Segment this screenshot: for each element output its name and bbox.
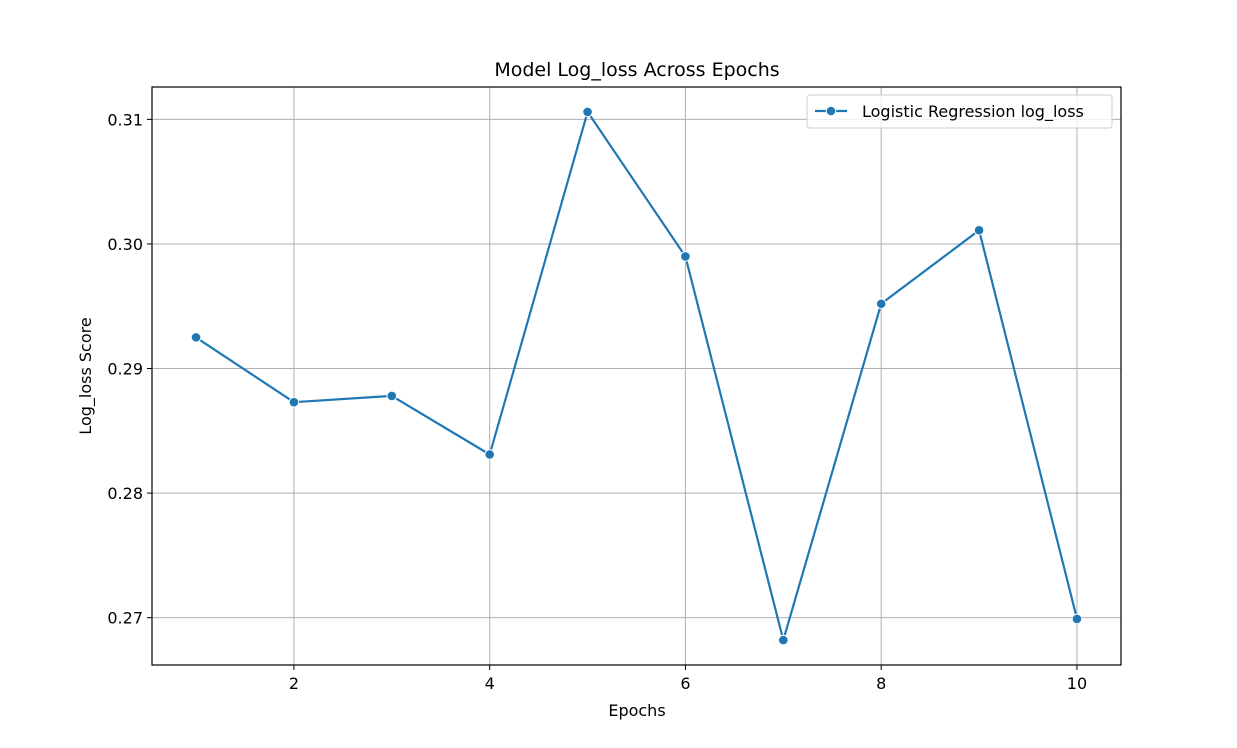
data-point (1071, 613, 1083, 625)
data-point (973, 224, 985, 236)
x-tick-label: 2 (289, 674, 299, 693)
data-point (680, 251, 691, 262)
legend-box (806, 94, 1113, 129)
x-axis-ticks: 2 4 6 8 10 (289, 665, 1087, 693)
data-point (190, 332, 202, 343)
x-tick-label: 10 (1067, 674, 1087, 693)
legend: Logistic Regression log_loss (806, 94, 1113, 129)
plot-frame (151, 86, 1122, 666)
x-axis-label: Epochs (608, 701, 665, 720)
y-axis-ticks: 0.27 0.28 0.29 0.30 0.31 (107, 110, 152, 628)
chart-title: Model Log_loss Across Epochs (494, 59, 779, 81)
data-point (386, 390, 398, 402)
data-point (484, 449, 495, 460)
x-tick-label: 6 (680, 674, 690, 693)
data-point (288, 396, 300, 408)
x-tick-label: 4 (485, 674, 495, 693)
y-tick-label: 0.27 (107, 609, 143, 628)
series-layer (190, 106, 1083, 646)
y-tick-label: 0.31 (107, 110, 143, 129)
data-point (582, 106, 593, 118)
legend-point-marker (825, 105, 837, 117)
legend-label: Logistic Regression log_loss (862, 102, 1084, 122)
x-tick-label: 8 (876, 674, 886, 693)
y-tick-label: 0.29 (107, 360, 143, 379)
y-tick-label: 0.28 (107, 484, 143, 503)
y-axis-label: Log_loss Score (76, 317, 96, 434)
data-point (778, 634, 789, 646)
y-tick-label: 0.30 (107, 235, 143, 254)
data-point (875, 298, 887, 310)
series-line (195, 110, 1079, 642)
